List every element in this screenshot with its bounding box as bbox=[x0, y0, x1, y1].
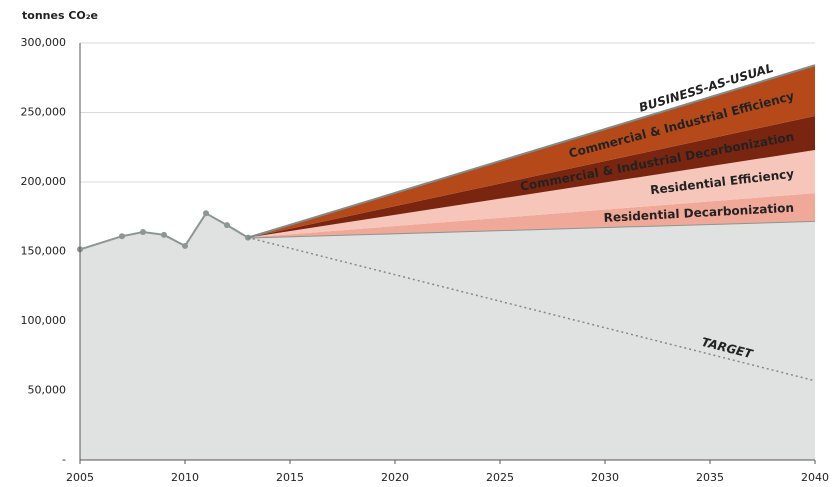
y-tick-label: 100,000 bbox=[21, 314, 67, 327]
point bbox=[182, 242, 188, 249]
x-tick-label: 2040 bbox=[801, 471, 829, 484]
y-tick-label: 300,000 bbox=[21, 36, 67, 49]
y-tick-label: 250,000 bbox=[21, 106, 67, 119]
base-area bbox=[80, 213, 815, 460]
point bbox=[140, 229, 146, 236]
y-tick-label: 150,000 bbox=[21, 245, 67, 258]
point bbox=[203, 210, 209, 217]
x-tick-label: 2035 bbox=[696, 471, 724, 484]
point bbox=[161, 231, 167, 238]
y-axis-title: tonnes CO₂e bbox=[22, 9, 98, 22]
point bbox=[119, 233, 125, 240]
y-tick-label: - bbox=[62, 453, 66, 466]
x-tick-label: 2005 bbox=[66, 471, 94, 484]
line bbox=[247, 64, 816, 239]
y-tick-label: 200,000 bbox=[21, 175, 67, 188]
x-tick-label: 2020 bbox=[381, 471, 409, 484]
x-tick-label: 2015 bbox=[276, 471, 304, 484]
x-tick-label: 2030 bbox=[591, 471, 619, 484]
x-tick-label: 2025 bbox=[486, 471, 514, 484]
point bbox=[224, 222, 230, 229]
y-tick-label: 50,000 bbox=[28, 384, 67, 397]
x-tick-label: 2010 bbox=[171, 471, 199, 484]
